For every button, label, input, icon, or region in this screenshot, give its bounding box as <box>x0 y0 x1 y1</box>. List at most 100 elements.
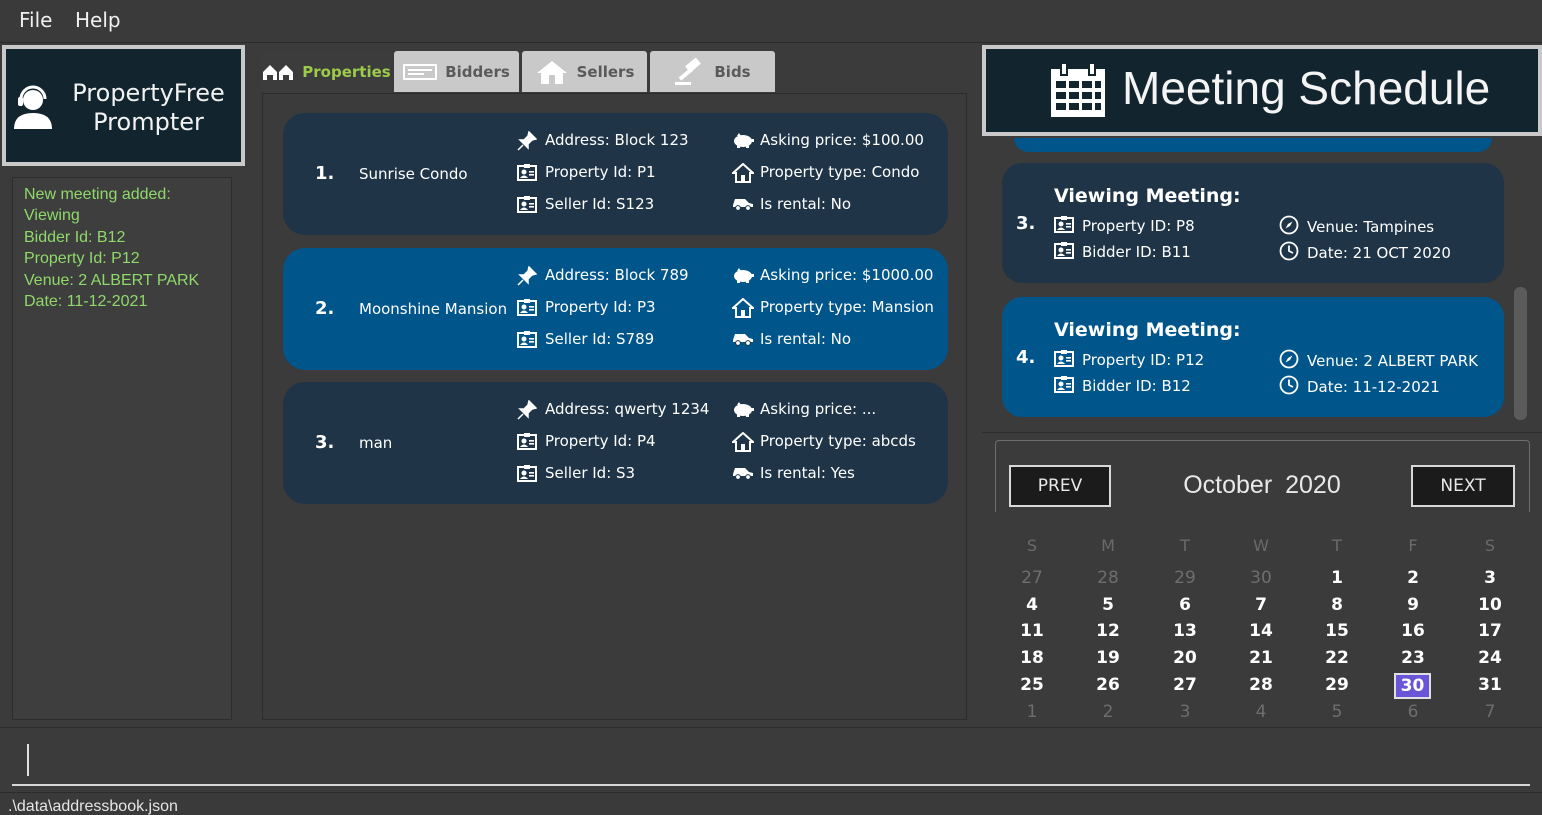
calendar-day[interactable]: 17 <box>1478 621 1502 641</box>
calendar-day[interactable]: 1 <box>1026 702 1038 722</box>
app-title-line1: PropertyFree <box>72 79 225 107</box>
calendar-day[interactable]: 28 <box>1249 675 1273 695</box>
calendar-month: October <box>1183 471 1273 499</box>
property-list[interactable]: 1. Sunrise Condo Address: Block 123 Propert… <box>262 93 967 720</box>
is-rental-text: Is rental: No <box>760 195 852 213</box>
calendar-day[interactable]: 28 <box>1097 568 1119 588</box>
id-card-icon <box>1054 375 1074 397</box>
calendar-year: 2020 <box>1285 471 1341 499</box>
meeting-date-text: Date: 11-12-2021 <box>1307 378 1440 396</box>
meeting-list[interactable]: 3. Viewing Meeting: Property ID: P8 Bidder … <box>982 138 1542 431</box>
meeting-list-scrollbar[interactable] <box>1514 287 1527 420</box>
calendar-day[interactable]: 2 <box>1102 702 1114 722</box>
weekday-label: F <box>1408 536 1418 555</box>
calendar-day[interactable]: 26 <box>1096 675 1120 695</box>
calendar-day[interactable]: 7 <box>1484 702 1496 722</box>
meeting-card[interactable]: 4. Viewing Meeting: Property ID: P12 Bidder… <box>1002 297 1504 417</box>
save-location: .\data\addressbook.json <box>8 798 178 815</box>
property-card[interactable]: 1. Sunrise Condo Address: Block 123 Propert… <box>283 113 948 235</box>
weekday-label: T <box>1332 536 1342 555</box>
pin-icon <box>517 399 538 420</box>
calendar-day[interactable]: 4 <box>1026 595 1038 615</box>
meeting-property-id: Property ID: P12 <box>1054 349 1204 371</box>
meeting-property-id-text: Property ID: P8 <box>1082 217 1195 235</box>
property-type: Property type: Condo <box>730 162 919 183</box>
meeting-card[interactable]: 3. Viewing Meeting: Property ID: P8 Bidder … <box>1002 163 1504 283</box>
tab-bidders[interactable]: Bidders <box>394 51 519 92</box>
calendar-day[interactable]: 3 <box>1179 702 1191 722</box>
calendar-day-today[interactable]: 30 <box>1394 673 1431 699</box>
calendar-day[interactable]: 7 <box>1255 595 1267 615</box>
asking-price-text: Asking price: $100.00 <box>760 131 924 149</box>
result-line: Date: 11-12-2021 <box>24 293 148 311</box>
weekday-label: M <box>1101 536 1115 555</box>
menu-file[interactable]: File <box>19 8 53 32</box>
text-caret <box>27 744 29 776</box>
calendar-day[interactable]: 13 <box>1173 621 1197 641</box>
calendar-day[interactable]: 12 <box>1096 621 1120 641</box>
id-card-icon <box>517 163 537 181</box>
calendar-day[interactable]: 6 <box>1179 595 1191 615</box>
calendar-day[interactable]: 24 <box>1478 648 1502 668</box>
calendar-day[interactable]: 19 <box>1096 648 1120 668</box>
calendar-day[interactable]: 18 <box>1020 648 1044 668</box>
calendar-day[interactable]: 20 <box>1173 648 1197 668</box>
calendar-day[interactable]: 29 <box>1174 568 1196 588</box>
status-bar: .\data\addressbook.json <box>0 792 1542 815</box>
calendar-day[interactable]: 8 <box>1331 595 1343 615</box>
car-icon <box>732 195 753 213</box>
calendar-day[interactable]: 10 <box>1478 595 1502 615</box>
meeting-title: Viewing Meeting: <box>1054 185 1241 207</box>
property-card[interactable]: 3. man Address: qwerty 1234 Property Id: P4… <box>283 382 948 504</box>
clock-icon <box>1279 241 1299 265</box>
calendar-day[interactable]: 14 <box>1249 621 1273 641</box>
meeting-card-partial <box>1014 138 1492 152</box>
calendar-day[interactable]: 27 <box>1021 568 1043 588</box>
meeting-bidder-id: Bidder ID: B11 <box>1054 241 1191 263</box>
tab-properties[interactable]: Properties <box>262 51 391 92</box>
calendar-day[interactable]: 31 <box>1478 675 1502 695</box>
is-rental: Is rental: No <box>732 330 851 348</box>
seller-id-text: Seller Id: S3 <box>545 464 636 482</box>
calendar-day[interactable]: 30 <box>1250 568 1272 588</box>
calendar-day[interactable]: 15 <box>1325 621 1349 641</box>
menu-help[interactable]: Help <box>75 8 121 32</box>
id-card-icon <box>517 432 537 450</box>
property-index: 1. <box>315 163 335 184</box>
calendar-day[interactable]: 23 <box>1401 648 1425 668</box>
calendar-day[interactable]: 27 <box>1173 675 1197 695</box>
calendar-day[interactable]: 5 <box>1102 595 1114 615</box>
calendar-day[interactable]: 6 <box>1407 702 1419 722</box>
calendar-day[interactable]: 22 <box>1325 648 1349 668</box>
command-box[interactable] <box>0 727 1542 790</box>
property-address: Address: Block 123 <box>517 130 689 151</box>
app-title-line2: Prompter <box>93 108 204 136</box>
next-month-button[interactable]: NEXT <box>1411 465 1515 507</box>
seller-id-text: Seller Id: S123 <box>545 195 655 213</box>
is-rental-text: Is rental: No <box>760 330 852 348</box>
calendar-day[interactable]: 2 <box>1407 568 1419 588</box>
calendar-day[interactable]: 21 <box>1249 648 1273 668</box>
piggy-bank-icon <box>732 131 754 149</box>
meeting-title: Viewing Meeting: <box>1054 319 1241 341</box>
prev-month-button[interactable]: PREV <box>1009 465 1111 507</box>
property-card[interactable]: 2. Moonshine Mansion Address: Block 789 Pro… <box>283 248 948 370</box>
tab-sellers[interactable]: Sellers <box>522 51 647 92</box>
calendar-day[interactable]: 1 <box>1331 568 1343 588</box>
calendar-day[interactable]: 29 <box>1325 675 1349 695</box>
app-brand: PropertyFree Prompter <box>2 45 245 166</box>
calendar-day[interactable]: 5 <box>1331 702 1343 722</box>
calendar-day[interactable]: 3 <box>1484 568 1496 588</box>
calendar-day[interactable]: 16 <box>1401 621 1425 641</box>
calendar-day[interactable]: 11 <box>1020 621 1044 641</box>
calendar-day[interactable]: 25 <box>1020 675 1044 695</box>
gavel-icon <box>675 57 702 85</box>
calendar-day[interactable]: 4 <box>1255 702 1267 722</box>
result-line: Venue: 2 ALBERT PARK <box>24 271 200 289</box>
meeting-bidder-id-text: Bidder ID: B12 <box>1082 377 1191 395</box>
seller-id: Seller Id: S3 <box>517 464 635 482</box>
tab-bids[interactable]: Bids <box>650 51 775 92</box>
calendar-day[interactable]: 9 <box>1407 595 1419 615</box>
agent-headset-icon <box>14 85 52 129</box>
houses-icon <box>263 64 294 80</box>
